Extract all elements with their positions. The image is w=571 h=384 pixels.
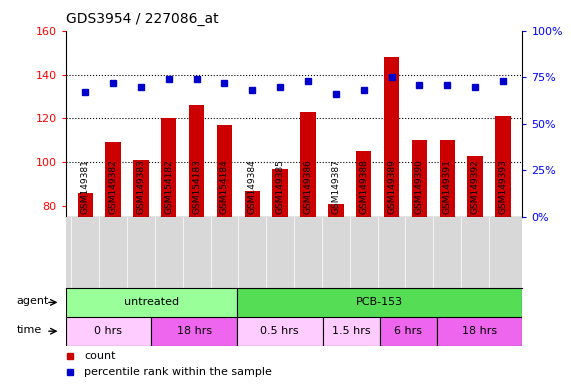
Bar: [323, 317, 380, 346]
Text: percentile rank within the sample: percentile rank within the sample: [84, 367, 272, 377]
Text: 0.5 hrs: 0.5 hrs: [260, 326, 299, 336]
Text: 6 hrs: 6 hrs: [394, 326, 423, 336]
Bar: [66, 288, 237, 317]
Bar: [217, 125, 232, 217]
Text: agent: agent: [17, 296, 49, 306]
Bar: [380, 317, 437, 346]
Text: 18 hrs: 18 hrs: [462, 326, 497, 336]
Bar: [133, 160, 148, 217]
Text: time: time: [17, 325, 42, 335]
Bar: [106, 142, 120, 217]
Bar: [300, 112, 316, 217]
Text: 18 hrs: 18 hrs: [176, 326, 212, 336]
Text: GDS3954 / 227086_at: GDS3954 / 227086_at: [66, 12, 218, 25]
Bar: [161, 118, 176, 217]
Text: 1.5 hrs: 1.5 hrs: [332, 326, 371, 336]
Bar: [237, 317, 323, 346]
Bar: [237, 288, 522, 317]
Bar: [272, 169, 288, 217]
Bar: [328, 204, 344, 217]
Bar: [78, 193, 93, 217]
Bar: [244, 191, 260, 217]
Text: untreated: untreated: [124, 297, 179, 308]
Bar: [412, 140, 427, 217]
Bar: [437, 317, 522, 346]
Bar: [384, 57, 399, 217]
Text: 0 hrs: 0 hrs: [94, 326, 123, 336]
Bar: [151, 317, 237, 346]
Bar: [468, 156, 482, 217]
Text: count: count: [84, 351, 115, 361]
Bar: [495, 116, 510, 217]
Bar: [189, 105, 204, 217]
Bar: [356, 151, 371, 217]
Bar: [440, 140, 455, 217]
Text: PCB-153: PCB-153: [356, 297, 403, 308]
Bar: [66, 317, 151, 346]
